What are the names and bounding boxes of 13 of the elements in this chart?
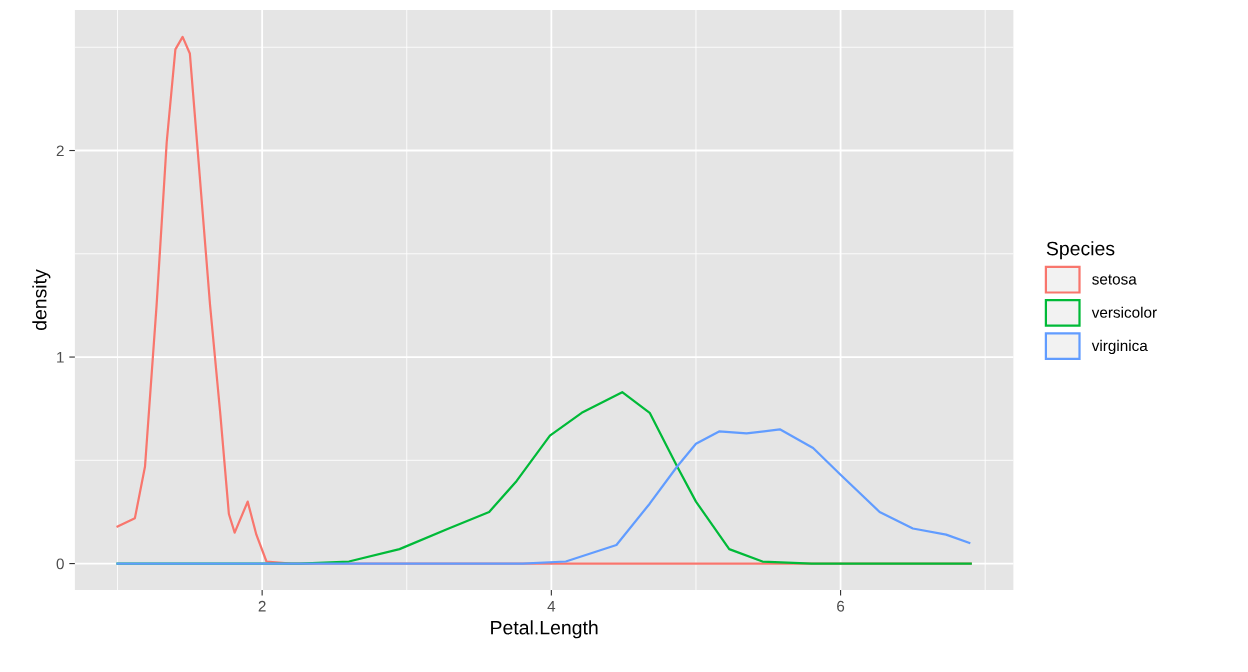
x-tick-label: 2	[258, 600, 266, 612]
x-tick-label: 4	[547, 600, 556, 612]
legend-label: versicolor	[1091, 306, 1157, 318]
y-tick-label: 0	[56, 558, 64, 570]
legend-title: Species	[1046, 241, 1115, 260]
legend-label: setosa	[1092, 274, 1137, 285]
y-axis-title: density	[32, 269, 51, 331]
legend-label: virginica	[1091, 339, 1148, 355]
line-series	[116, 428, 971, 565]
x-axis-title: Petal.Length	[491, 620, 598, 639]
y-tick-label: 1	[57, 352, 64, 363]
y-tick-label: 2	[56, 145, 64, 157]
x-tick-label: 6	[837, 600, 845, 612]
